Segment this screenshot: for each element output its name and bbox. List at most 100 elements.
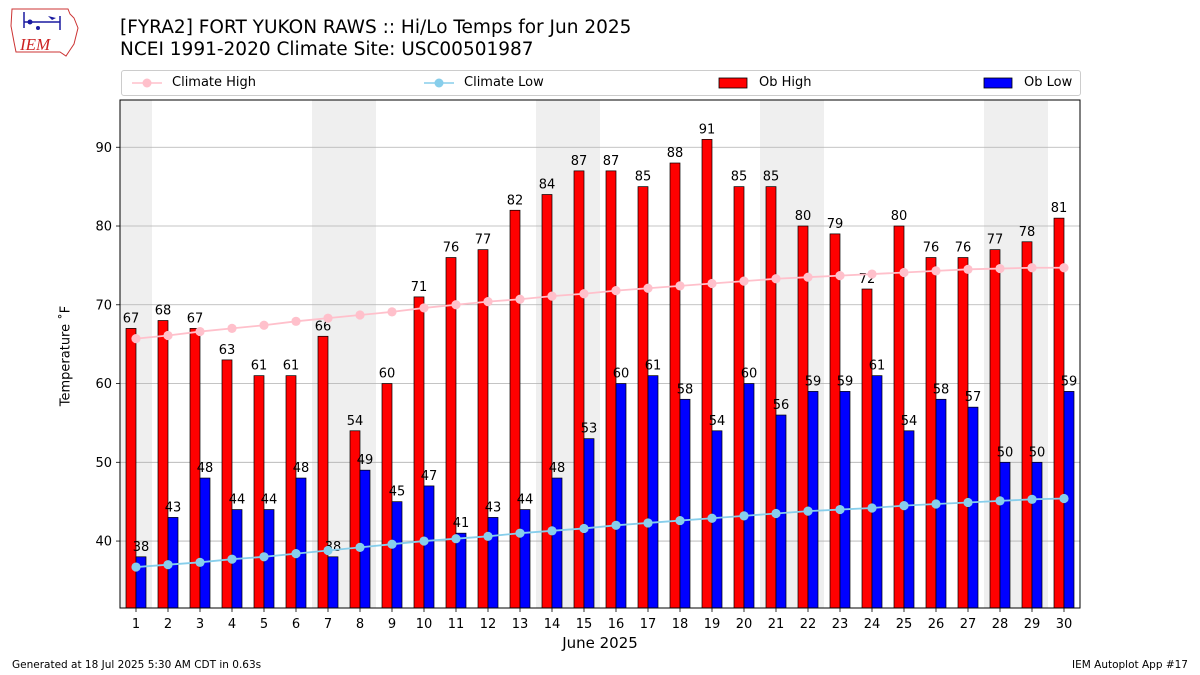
climate-low-point — [323, 545, 333, 556]
climate-low-point — [451, 534, 461, 544]
bar-ob-low — [871, 375, 883, 609]
bar-ob-high — [573, 170, 585, 609]
climate-high-point — [963, 264, 973, 274]
bar-ob-high — [541, 194, 553, 609]
bar-ob-low — [295, 477, 307, 609]
x-tick-label: 5 — [260, 617, 268, 632]
climate-low-point — [739, 511, 749, 521]
x-tick-label: 22 — [800, 617, 817, 632]
y-tick-label: 80 — [95, 220, 112, 235]
label-ob-low: 58 — [677, 382, 694, 397]
label-ob-high: 76 — [955, 241, 972, 256]
y-tick-label: 40 — [95, 535, 112, 550]
label-ob-low: 59 — [1061, 374, 1078, 389]
climate-low-point — [675, 515, 685, 526]
legend-item-ob-low: Ob Low — [982, 74, 1082, 92]
climate-low-point — [515, 528, 525, 538]
label-ob-low: 60 — [613, 367, 630, 382]
x-tick-label: 9 — [388, 617, 396, 632]
bar-ob-high — [509, 209, 521, 609]
y-tick-label: 90 — [95, 141, 112, 156]
bar-ob-low — [679, 398, 691, 609]
label-ob-low: 59 — [837, 374, 854, 389]
climate-low-point — [483, 531, 493, 541]
climate-low-point — [611, 520, 621, 530]
climate-high-point — [259, 320, 269, 330]
x-tick-label: 2 — [164, 617, 172, 632]
bar-ob-high — [285, 375, 297, 609]
bar-ob-high — [989, 249, 1001, 609]
x-tick-label: 29 — [1024, 617, 1041, 632]
bar-ob-low — [1031, 461, 1043, 609]
x-tick-label: 28 — [992, 617, 1009, 632]
label-ob-high: 88 — [667, 146, 684, 161]
label-ob-low: 47 — [421, 469, 438, 484]
label-ob-high: 80 — [795, 209, 812, 224]
climate-low-point — [803, 506, 813, 516]
label-ob-high: 77 — [987, 233, 1004, 248]
bar-ob-high — [317, 335, 329, 609]
climate-high-point — [355, 310, 365, 320]
climate-high-point — [451, 300, 461, 310]
x-tick-label: 6 — [292, 617, 300, 632]
climate-low-point — [579, 523, 589, 534]
climate-high-point — [419, 303, 429, 313]
iem-logo: IEM — [10, 8, 79, 57]
climate-high-line — [135, 266, 1064, 340]
x-tick-label: 10 — [416, 617, 433, 632]
climate-low-point — [163, 560, 173, 570]
bar-ob-low — [967, 406, 979, 609]
x-tick-label: 17 — [640, 617, 657, 632]
label-ob-high: 61 — [251, 359, 268, 374]
legend-item-climate-low: Climate Low — [422, 74, 622, 92]
climate-low-point — [355, 542, 365, 552]
label-ob-high: 80 — [891, 209, 908, 224]
x-tick-label: 18 — [672, 617, 689, 632]
label-ob-high: 61 — [283, 359, 300, 374]
climate-high-point — [643, 283, 653, 293]
label-ob-low: 61 — [869, 359, 886, 374]
x-tick-label: 15 — [576, 617, 593, 632]
x-tick-label: 4 — [228, 617, 236, 632]
climate-high-point — [771, 274, 781, 284]
climate-low-point — [387, 539, 397, 549]
bar-ob-low — [391, 501, 403, 609]
x-axis-label: June 2025 — [562, 634, 638, 652]
x-tick-label: 27 — [960, 617, 977, 632]
x-tick-label: 21 — [768, 617, 785, 632]
climate-high-point — [227, 323, 237, 334]
x-tick-label: 11 — [448, 617, 465, 632]
label-ob-high: 67 — [123, 311, 140, 326]
label-ob-high: 85 — [731, 170, 748, 185]
generated-note: Generated at 18 Jul 2025 5:30 AM CDT in … — [12, 659, 262, 671]
climate-low-point — [131, 562, 141, 572]
bar-ob-low — [615, 383, 627, 609]
bar-ob-high — [637, 186, 649, 609]
app-note: IEM Autoplot App #17 — [1072, 659, 1188, 671]
bar-ob-high — [445, 257, 457, 609]
label-ob-high: 87 — [571, 154, 588, 169]
climate-low-point — [995, 496, 1005, 506]
climate-high-point — [707, 278, 717, 289]
label-ob-high: 60 — [379, 367, 396, 382]
y-tick-label: 60 — [95, 377, 112, 392]
bar-ob-high — [1053, 217, 1065, 609]
climate-high-point — [675, 281, 685, 291]
bar-ob-low — [487, 517, 499, 609]
climate-high-point — [899, 267, 909, 278]
x-tick-label: 16 — [608, 617, 625, 632]
climate-low-point — [259, 552, 269, 562]
climate-high-point — [867, 269, 877, 279]
label-ob-low: 60 — [741, 367, 758, 382]
climate-low-point — [227, 554, 237, 564]
bar-ob-high — [701, 139, 713, 609]
bar-ob-low — [583, 438, 595, 609]
y-tick-label: 70 — [95, 298, 112, 313]
bar-ob-low — [999, 461, 1011, 609]
climate-low-point — [867, 503, 877, 513]
label-ob-high: 81 — [1051, 201, 1068, 216]
legend-label: Climate High — [172, 75, 257, 90]
climate-low-point — [835, 504, 845, 515]
label-ob-high: 76 — [443, 241, 460, 256]
label-ob-low: 59 — [805, 374, 822, 389]
